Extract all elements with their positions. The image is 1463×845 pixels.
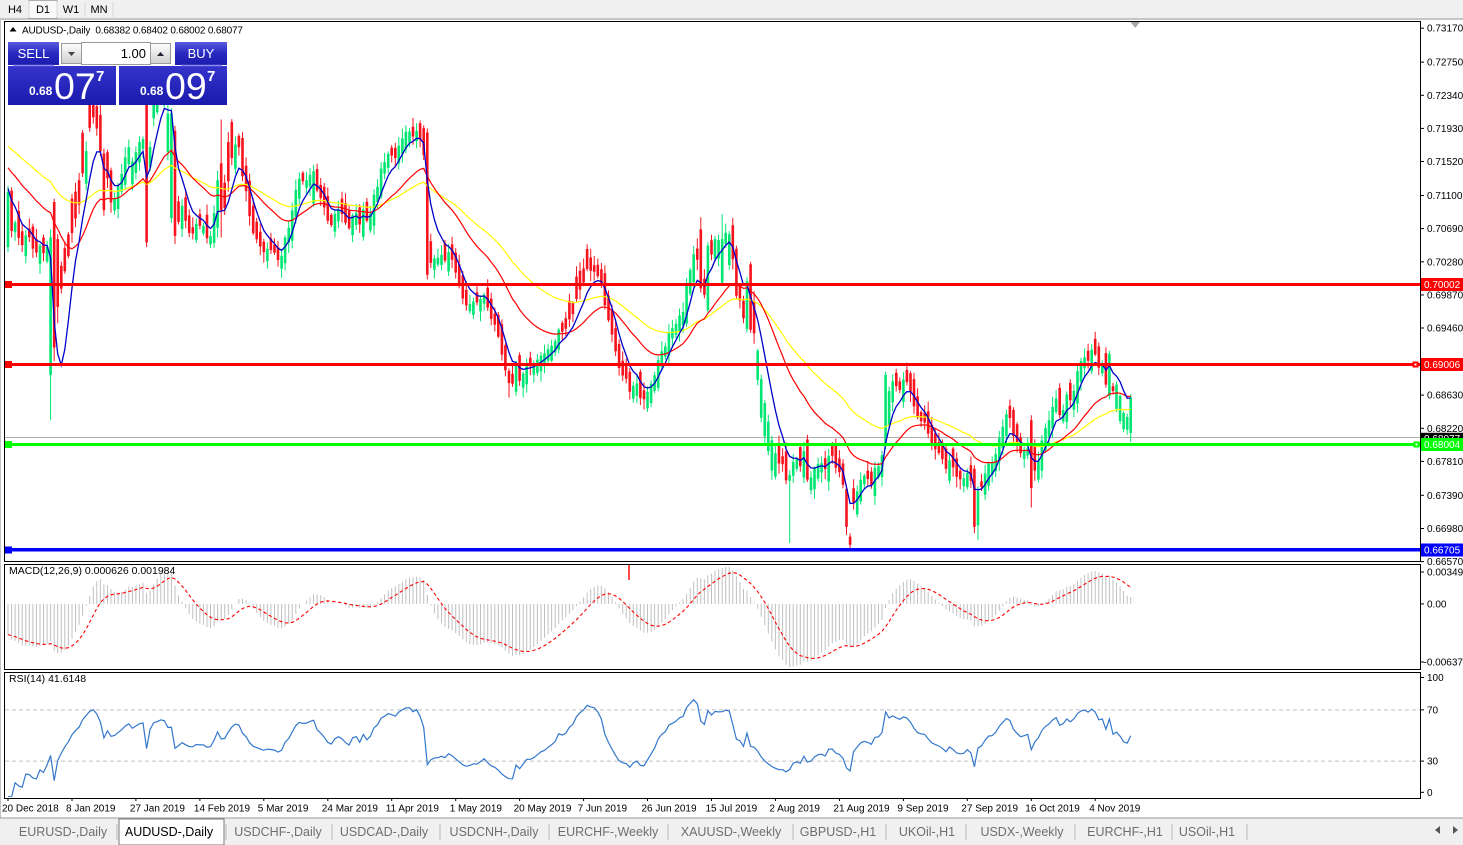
svg-text:7: 7 (96, 68, 104, 85)
svg-text:11 Apr 2019: 11 Apr 2019 (386, 804, 440, 815)
svg-text:7: 7 (207, 68, 215, 85)
svg-text:1 May 2019: 1 May 2019 (450, 804, 503, 815)
svg-text:1.00: 1.00 (121, 46, 146, 61)
svg-text:0.72750: 0.72750 (1427, 58, 1463, 69)
svg-text:AUDUSD-,Daily: AUDUSD-,Daily (125, 825, 214, 839)
svg-text:0.71100: 0.71100 (1427, 191, 1463, 202)
svg-text:15 Jul 2019: 15 Jul 2019 (706, 804, 758, 815)
svg-text:EURUSD-,Daily: EURUSD-,Daily (19, 825, 108, 839)
svg-text:8 Jan 2019: 8 Jan 2019 (66, 804, 116, 815)
svg-text:7 Jun 2019: 7 Jun 2019 (578, 804, 628, 815)
svg-text:EURCHF-,H1: EURCHF-,H1 (1087, 825, 1163, 839)
svg-text:0.68220: 0.68220 (1427, 424, 1463, 435)
svg-text:2 Aug 2019: 2 Aug 2019 (769, 804, 820, 815)
svg-text:0.00: 0.00 (1427, 599, 1447, 610)
svg-text:20 Dec 2018: 20 Dec 2018 (2, 804, 59, 815)
svg-text:0.66570: 0.66570 (1427, 557, 1463, 568)
svg-text:27 Jan 2019: 27 Jan 2019 (130, 804, 185, 815)
svg-text:0.68: 0.68 (29, 84, 53, 98)
svg-text:30: 30 (1427, 757, 1439, 768)
svg-text:0.69460: 0.69460 (1427, 324, 1463, 335)
svg-text:09: 09 (165, 65, 207, 107)
svg-text:0.70002: 0.70002 (1424, 280, 1461, 291)
svg-text:9 Sep 2019: 9 Sep 2019 (897, 804, 949, 815)
svg-text:27 Sep 2019: 27 Sep 2019 (961, 804, 1018, 815)
svg-text:USOil-,H1: USOil-,H1 (1179, 825, 1235, 839)
svg-text:USDCHF-,Daily: USDCHF-,Daily (234, 825, 322, 839)
svg-text:0.00349: 0.00349 (1427, 568, 1463, 579)
svg-text:0.67810: 0.67810 (1427, 457, 1463, 468)
svg-text:0.71930: 0.71930 (1427, 124, 1463, 135)
svg-text:MN: MN (90, 4, 107, 16)
svg-text:BUY: BUY (188, 46, 215, 61)
svg-text:70: 70 (1427, 705, 1439, 716)
svg-text:21 Aug 2019: 21 Aug 2019 (833, 804, 890, 815)
svg-text:0.66705: 0.66705 (1424, 546, 1461, 557)
svg-text:W1: W1 (63, 4, 80, 16)
svg-text:GBPUSD-,H1: GBPUSD-,H1 (800, 825, 876, 839)
svg-text:14 Feb 2019: 14 Feb 2019 (194, 804, 251, 815)
svg-text:XAUUSD-,Weekly: XAUUSD-,Weekly (681, 825, 782, 839)
svg-text:MACD(12,26,9) 0.000626 0.00198: MACD(12,26,9) 0.000626 0.001984 (9, 565, 176, 577)
svg-text:SELL: SELL (18, 46, 50, 61)
svg-text:20 May 2019: 20 May 2019 (514, 804, 572, 815)
svg-text:07: 07 (54, 65, 96, 107)
svg-text:-0.00637: -0.00637 (1424, 658, 1463, 669)
svg-text:0: 0 (1427, 788, 1433, 799)
svg-text:0.66980: 0.66980 (1427, 524, 1463, 535)
svg-text:5 Mar 2019: 5 Mar 2019 (258, 804, 309, 815)
svg-text:0.69006: 0.69006 (1424, 360, 1461, 371)
svg-text:0.70690: 0.70690 (1427, 224, 1463, 235)
svg-text:4 Nov 2019: 4 Nov 2019 (1089, 804, 1141, 815)
svg-text:USDCAD-,Daily: USDCAD-,Daily (340, 825, 429, 839)
svg-text:0.68004: 0.68004 (1424, 440, 1461, 451)
svg-text:26 Jun 2019: 26 Jun 2019 (642, 804, 697, 815)
svg-text:RSI(14) 41.6148: RSI(14) 41.6148 (9, 673, 86, 685)
svg-text:16 Oct 2019: 16 Oct 2019 (1025, 804, 1080, 815)
svg-text:H4: H4 (8, 4, 22, 16)
svg-text:0.72340: 0.72340 (1427, 91, 1463, 102)
svg-text:0.67390: 0.67390 (1427, 491, 1463, 502)
svg-text:24 Mar 2019: 24 Mar 2019 (322, 804, 379, 815)
svg-text:AUDUSD-,Daily 0.68382 0.68402: AUDUSD-,Daily 0.68382 0.68402 0.68002 0.… (22, 26, 243, 37)
svg-text:0.70280: 0.70280 (1427, 257, 1463, 268)
svg-text:EURCHF-,Weekly: EURCHF-,Weekly (558, 825, 659, 839)
svg-text:0.73170: 0.73170 (1427, 24, 1463, 35)
svg-text:0.68: 0.68 (140, 84, 164, 98)
svg-text:0.68630: 0.68630 (1427, 391, 1463, 402)
svg-text:UKOil-,H1: UKOil-,H1 (899, 825, 955, 839)
svg-text:0.71520: 0.71520 (1427, 157, 1463, 168)
svg-text:0.69870: 0.69870 (1427, 290, 1463, 301)
svg-text:D1: D1 (36, 4, 50, 16)
svg-text:USDX-,Weekly: USDX-,Weekly (980, 825, 1064, 839)
svg-text:USDCNH-,Daily: USDCNH-,Daily (450, 825, 540, 839)
svg-text:100: 100 (1427, 673, 1444, 684)
